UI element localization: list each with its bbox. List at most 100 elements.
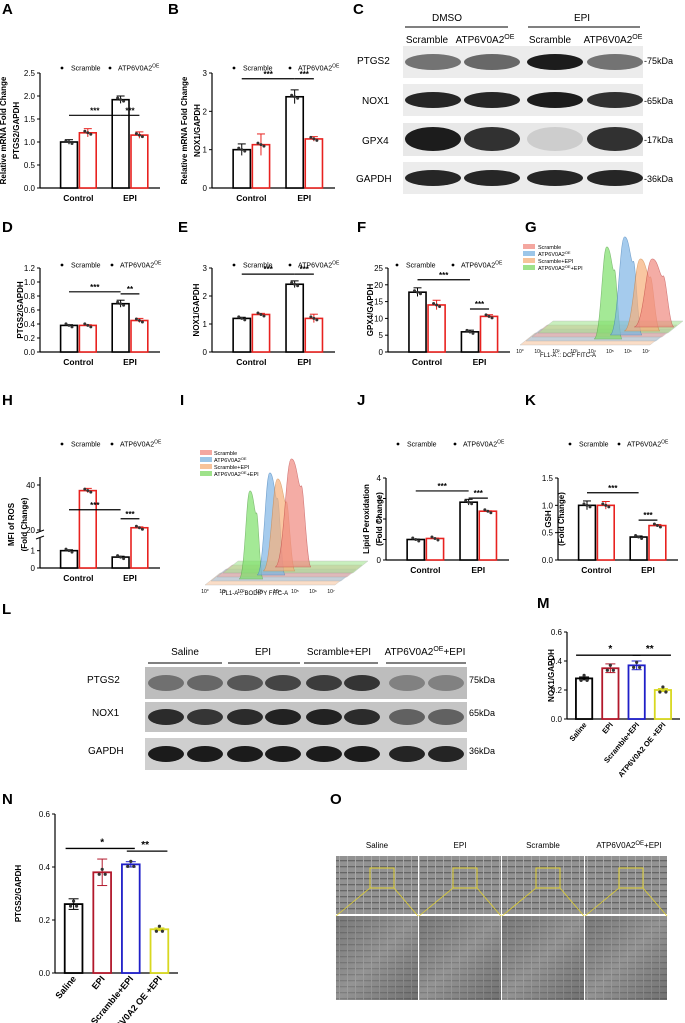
data-point xyxy=(582,673,586,678)
data-point xyxy=(134,524,138,528)
data-point xyxy=(315,318,319,322)
data-point xyxy=(116,96,120,100)
bar xyxy=(479,315,499,353)
bar xyxy=(251,313,271,353)
data-point xyxy=(103,872,107,876)
flow-g-legend-1: Scramble xyxy=(538,245,561,251)
flow-g-legend: Scramble ATP6V0A2OE Scramble+EPI ATP6V0A… xyxy=(523,244,583,272)
panel-label-n: N xyxy=(2,791,13,808)
tem-top-image xyxy=(502,856,584,914)
axis-break-mark xyxy=(35,529,45,534)
legend-oe: ATP6V0A2OE xyxy=(120,440,162,449)
data-point xyxy=(414,538,418,541)
tem-top-image xyxy=(336,856,418,914)
bar-charts: 0.0 0.5 1.0 1.5 2.0 2.5 Relative mRNA Fold Cha… xyxy=(0,64,680,1023)
y-tick-label: 0.5 xyxy=(24,161,36,170)
y-tick-label: 0.0 xyxy=(39,969,51,978)
flow-g-peaks xyxy=(593,236,675,340)
y-tick-label: 0.4 xyxy=(551,657,563,666)
blot-l-band xyxy=(187,746,223,762)
data-point xyxy=(126,864,130,868)
x-tick-label: EPI xyxy=(297,357,311,367)
y-axis-label: NOX1/GAPDH xyxy=(547,649,556,702)
legend-oe: ATP6V0A2OE xyxy=(118,64,160,73)
y-tick-label: 20 xyxy=(26,526,35,535)
bar xyxy=(149,928,170,974)
data-point xyxy=(604,503,608,507)
tem-label-scramble: Scramble xyxy=(526,841,560,850)
panel-label-b: B xyxy=(168,1,179,18)
flow-g-tick-label: 10⁴ xyxy=(588,349,596,355)
blot-l-size-65: 65kDa xyxy=(469,708,495,718)
bar xyxy=(425,537,445,561)
y-tick-label: 3 xyxy=(377,495,382,504)
blot-l-band xyxy=(428,709,464,725)
x-tick-label: Control xyxy=(63,193,93,203)
blot-c-band xyxy=(464,127,520,151)
x-tick-label: Control xyxy=(236,193,266,203)
data-point xyxy=(116,300,120,304)
blot-l-band xyxy=(227,675,263,691)
data-point xyxy=(585,503,589,507)
blot-l-protein-nox1: NOX1 xyxy=(92,708,120,719)
x-tick-label: Saline xyxy=(568,721,589,744)
flow-i-peak xyxy=(238,490,264,580)
y-axis-label: PTGS2/GAPDH xyxy=(12,102,21,160)
blot-c-band xyxy=(587,170,643,186)
blot-l-band xyxy=(148,675,184,691)
legend-oe: ATP6V0A2OE xyxy=(120,261,162,270)
legend-oe-sup: OE xyxy=(495,261,503,267)
flow-i-peaks xyxy=(238,458,312,580)
data-point xyxy=(436,538,440,542)
x-tick-label: EPI xyxy=(123,193,137,203)
blot-l-band xyxy=(227,709,263,725)
y-tick-label: 1 xyxy=(377,536,382,545)
significance-label: *** xyxy=(90,283,100,292)
blot-c-band xyxy=(527,54,583,70)
blot-l-band xyxy=(428,675,464,691)
blot-c-band xyxy=(587,54,643,70)
x-tick-label: Control xyxy=(412,357,442,367)
data-point xyxy=(64,547,68,551)
legend-marker-scramble xyxy=(232,263,236,267)
data-point xyxy=(579,678,583,683)
legend-oe-base: ATP6V0A2 xyxy=(118,66,152,73)
data-point xyxy=(467,500,471,504)
y-tick-label: 4 xyxy=(377,474,382,483)
data-point xyxy=(160,929,165,933)
blot-l-protein-gapdh: GAPDH xyxy=(88,746,124,757)
tem-bottom-texture xyxy=(419,916,501,1000)
data-point xyxy=(256,311,260,315)
significance-label: *** xyxy=(125,510,135,519)
flow-g-tick-label: 10² xyxy=(552,349,560,355)
legend-marker-scramble xyxy=(232,66,236,70)
significance-label: *** xyxy=(608,484,618,493)
flow-i-swatch-1 xyxy=(200,450,212,455)
flow-g-legend-4: ATP6V0A2OE+EPI xyxy=(538,264,583,272)
data-point xyxy=(438,304,442,308)
blot-l-band xyxy=(265,746,301,762)
blot-c-size-65: -65kDa xyxy=(644,96,673,106)
data-point xyxy=(157,924,162,928)
y-tick-label: 2.0 xyxy=(24,92,36,101)
y-axis-label: MFI of ROS xyxy=(7,502,16,546)
axis-break-mark xyxy=(35,535,45,540)
data-point xyxy=(140,320,144,324)
data-point xyxy=(259,312,263,316)
legend-oe: ATP6V0A2OE xyxy=(461,261,503,270)
data-point xyxy=(70,325,74,329)
legend-oe-base: ATP6V0A2 xyxy=(120,442,154,449)
bar xyxy=(111,302,130,353)
data-point xyxy=(83,322,87,326)
tem-bottom-texture xyxy=(502,916,584,1000)
bar xyxy=(78,132,98,189)
data-point xyxy=(658,690,662,694)
flow-g-tick-label: 10° xyxy=(516,349,524,355)
blot-c-band xyxy=(464,170,520,186)
blot-c-group-dmso: DMSO xyxy=(432,13,462,24)
blot-c-band xyxy=(527,92,583,108)
data-point xyxy=(119,98,123,102)
data-point xyxy=(70,142,74,145)
legend-oe: ATP6V0A2OE xyxy=(298,261,340,270)
